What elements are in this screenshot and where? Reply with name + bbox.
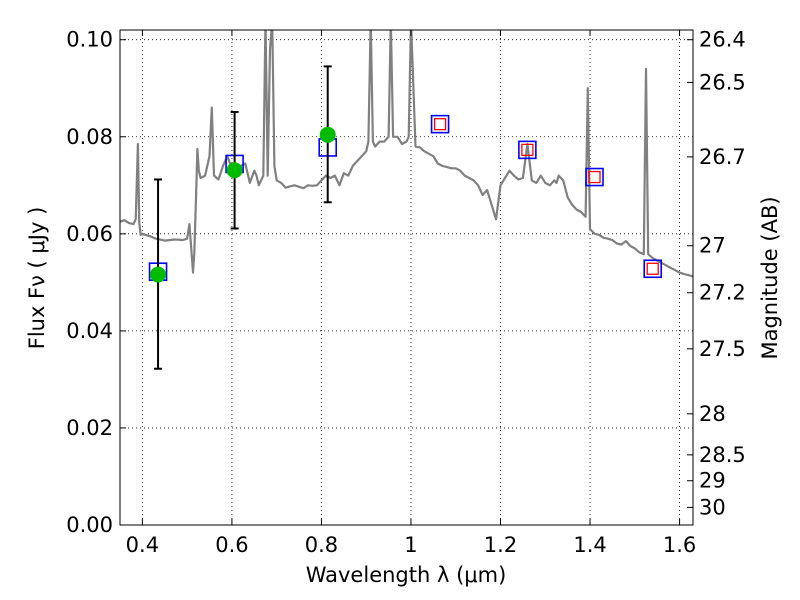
model-photometry-square	[643, 259, 663, 279]
photometry-markers	[148, 65, 663, 370]
model-photometry-inner-square	[646, 262, 659, 275]
y-tick-label: 0.08	[66, 125, 113, 149]
y-tick-label: 0.06	[66, 222, 113, 246]
observed-flux-point	[150, 266, 167, 283]
y2-tick-label: 28.5	[699, 443, 746, 467]
model-photometry-inner-square	[433, 117, 447, 131]
x-axis-label: Wavelength λ (μm)	[306, 563, 507, 587]
y2-tick-label: 27.5	[699, 337, 746, 361]
y2-tick-label: 28	[699, 402, 726, 426]
x-tick-label: 1.2	[484, 533, 517, 557]
x-tick-label: 1.6	[663, 533, 696, 557]
y2-tick-label: 26.5	[699, 70, 746, 94]
model-photometry-inner-square	[588, 170, 601, 184]
y2-tick-label: 29	[699, 469, 726, 493]
observed-flux-point	[319, 126, 336, 143]
grid-lines	[120, 30, 693, 526]
x-tick-label: 1	[404, 533, 417, 557]
y-tick-label: 0.00	[66, 513, 113, 537]
model-photometry-square	[518, 140, 537, 160]
y-axis-label: Flux Fν ( μJy )	[25, 207, 49, 350]
axis-ticks: 0.4 0.6 0.8 1 1.2 1.4 1.6 0.00 0.02 0.04 0.06 0.08 0…	[66, 28, 746, 557]
y-tick-label: 0.04	[66, 319, 113, 343]
y2-tick-label: 26.7	[699, 145, 746, 169]
y2-axis-label: Magnitude (AB)	[758, 196, 782, 359]
x-tick-label: 0.6	[215, 533, 248, 557]
y2-tick-label: 27	[699, 234, 726, 258]
y2-tick-label: 30	[699, 495, 726, 519]
observed-flux-point	[226, 162, 243, 179]
y2-tick-label: 27.2	[699, 281, 746, 305]
plot-frame	[119, 29, 694, 526]
model-photometry-square	[585, 167, 604, 187]
y-tick-label: 0.02	[66, 416, 113, 440]
y-tick-label: 0.10	[66, 28, 113, 52]
model-spectrum-line	[120, 30, 693, 278]
model-photometry-inner-square	[521, 143, 534, 157]
model-photometry-square	[430, 114, 450, 134]
x-tick-label: 0.8	[305, 533, 338, 557]
x-tick-label: 1.4	[573, 533, 606, 557]
x-tick-label: 0.4	[126, 533, 159, 557]
y2-tick-label: 26.4	[699, 28, 746, 52]
model-spectrum-layer	[120, 30, 693, 278]
